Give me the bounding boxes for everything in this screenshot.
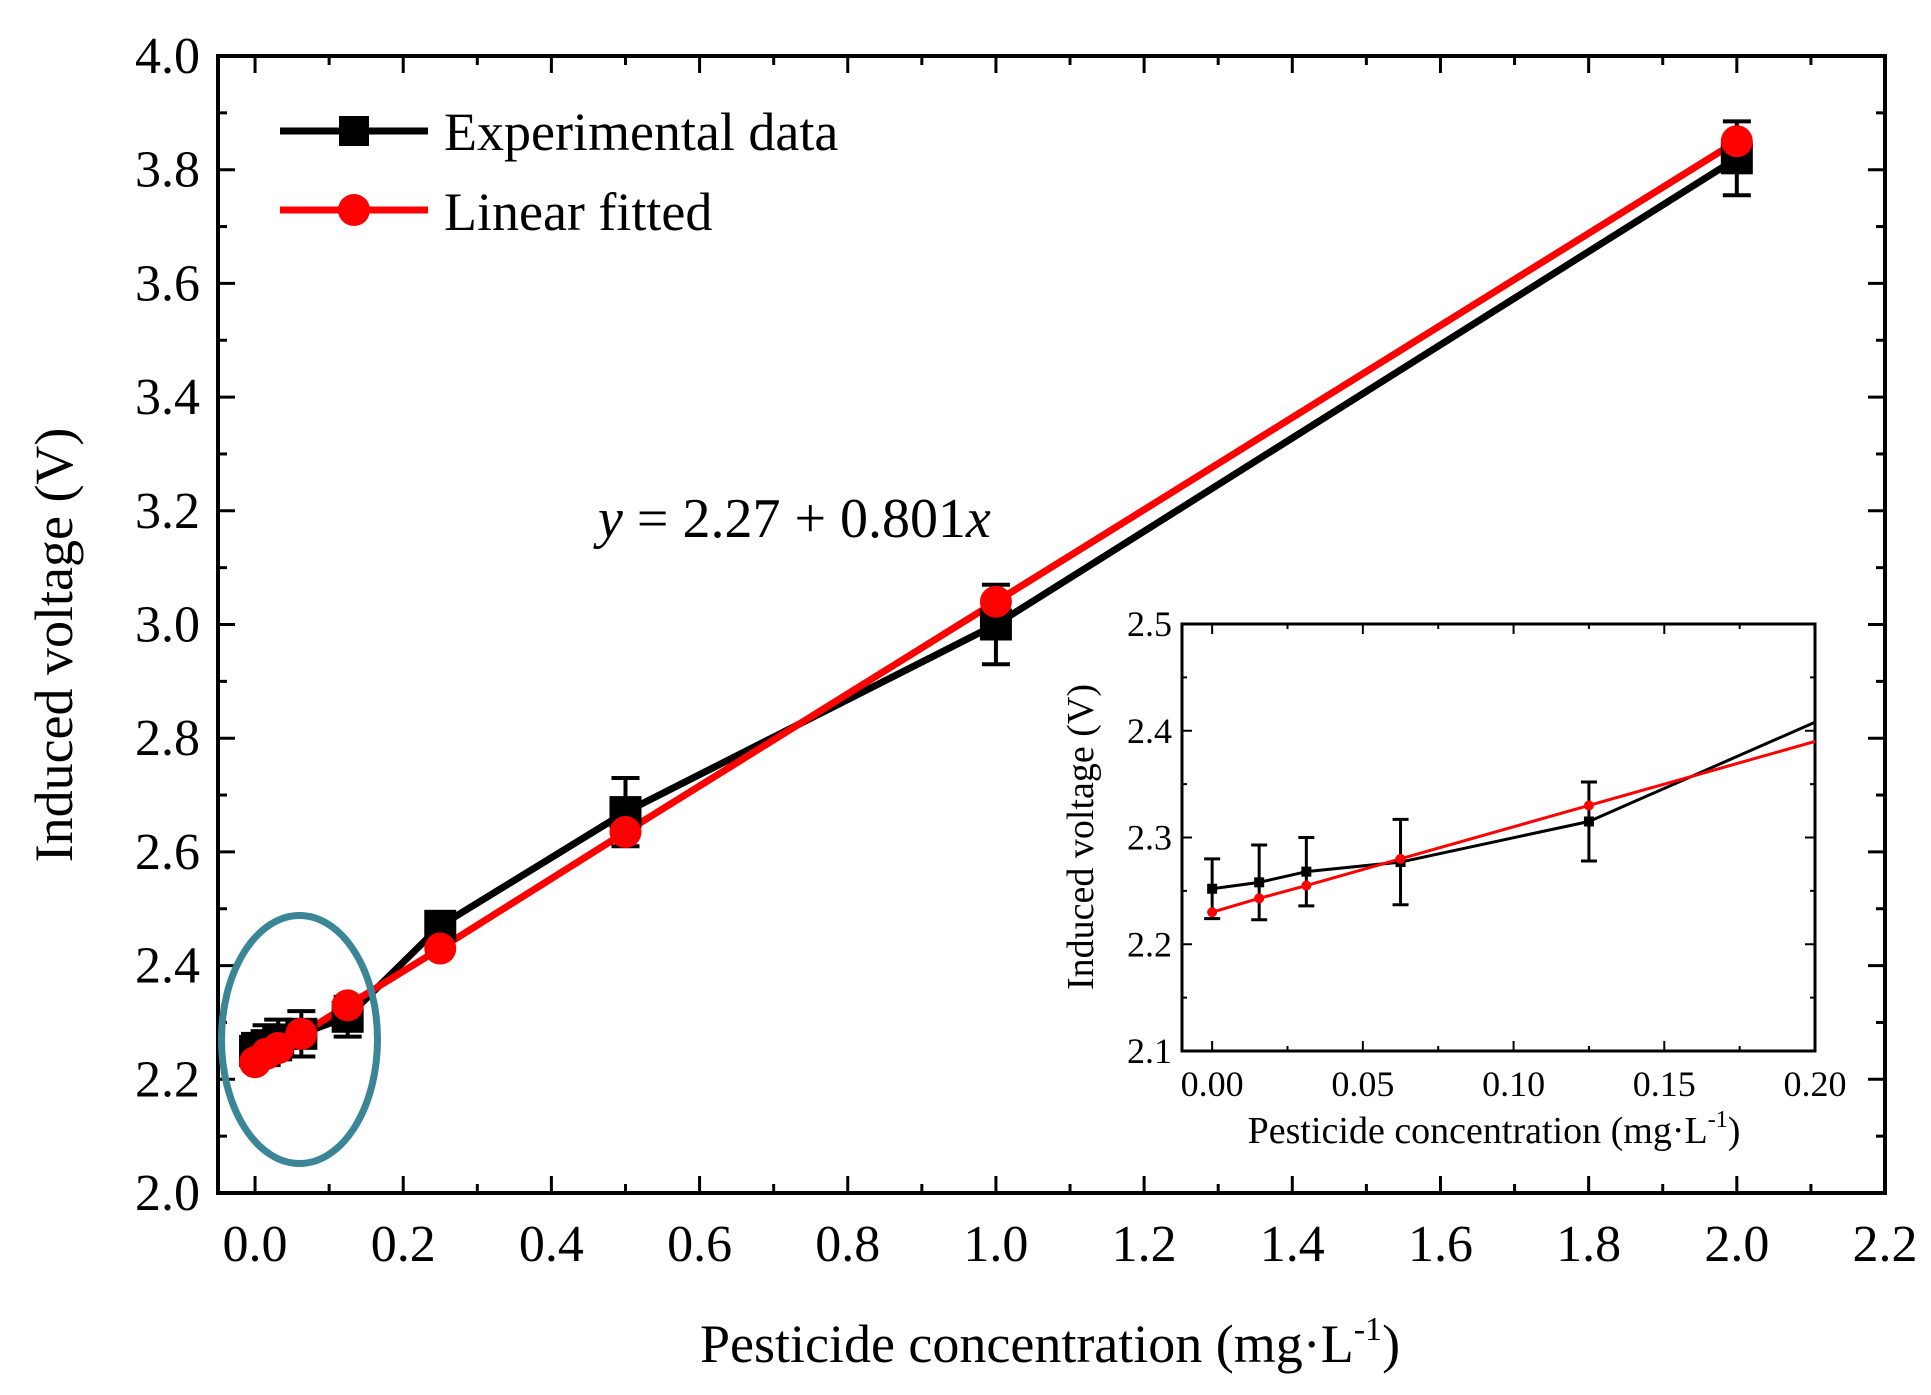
y-tick-label: 4.0 [135, 28, 200, 85]
inset-series-group [1204, 720, 1815, 922]
legend-marker-circle [338, 194, 370, 226]
y-tick-label: 2.4 [1127, 711, 1172, 751]
x-tick-label: 0.2 [371, 1216, 436, 1273]
y-tick-label: 2.5 [1127, 604, 1172, 644]
data-point-circle [1583, 800, 1594, 811]
main-tick-labels: 0.0 0.2 0.4 0.6 0.8 1.0 1.2 1.4 1.6 1.8 2.0 2.2 2.0 2… [135, 28, 1918, 1273]
data-point-square [1583, 816, 1594, 827]
inset-axis-ticks [1182, 623, 1816, 1052]
series-clip-group [1204, 720, 1815, 922]
main-x-axis-title-sup: -1 [1354, 1311, 1382, 1348]
inset-x-axis-title-tail: ) [1728, 1110, 1741, 1152]
inset-background [1182, 624, 1815, 1051]
y-tick-label: 3.8 [135, 142, 200, 199]
inset-x-axis-title: Pesticide concentration (mg·L-1) [1248, 1107, 1741, 1152]
y-tick-label: 3.4 [135, 369, 200, 426]
main-axis-ticks [218, 54, 1887, 1195]
equation-x: x [965, 488, 991, 550]
data-point-circle [331, 989, 364, 1022]
inset-tick-labels: 0.00 0.05 0.10 0.15 0.20 2.1 2.2 2.3 2.4 2.5 [1127, 604, 1847, 1104]
x-tick-label: 0.8 [815, 1216, 880, 1273]
x-tick-label: 0.0 [223, 1216, 288, 1273]
x-tick-label: 1.8 [1556, 1216, 1621, 1273]
series-clip-group [239, 119, 1753, 1079]
data-point-circle [1720, 125, 1753, 158]
y-tick-label: 2.1 [1127, 1031, 1172, 1071]
data-point-circle [609, 816, 642, 849]
x-tick-label: 1.0 [963, 1216, 1028, 1273]
legend-label-experimental: Experimental data [444, 102, 838, 162]
x-tick-label: 1.4 [1260, 1216, 1325, 1273]
x-tick-label: 2.0 [1704, 1216, 1769, 1273]
data-point-circle [979, 585, 1012, 618]
series-line-1 [1211, 739, 1815, 914]
inset-x-axis-title-sup: -1 [1708, 1107, 1728, 1133]
x-tick-label: 0.10 [1482, 1064, 1545, 1104]
y-tick-label: 3.2 [135, 483, 200, 540]
equation-y: y [593, 488, 623, 550]
x-tick-label: 0.05 [1331, 1064, 1394, 1104]
data-point-square [1254, 877, 1265, 888]
legend-label-fitted: Linear fitted [444, 182, 712, 242]
data-point-circle [285, 1017, 318, 1050]
legend-marker-square [339, 116, 369, 146]
data-point-circle [1395, 853, 1406, 864]
x-tick-label: 0.4 [519, 1216, 584, 1273]
x-tick-label: 2.2 [1853, 1216, 1918, 1273]
legend: Experimental data Linear fitted [280, 102, 838, 242]
data-point-circle [1301, 880, 1312, 891]
data-point-circle [424, 932, 457, 965]
y-tick-label: 2.0 [135, 1165, 200, 1222]
x-tick-label: 0.00 [1181, 1064, 1244, 1104]
x-tick-label: 0.6 [667, 1216, 732, 1273]
y-tick-label: 2.3 [1127, 818, 1172, 858]
data-point-circle [1207, 907, 1218, 918]
y-tick-label: 3.6 [135, 255, 200, 312]
x-tick-label: 0.20 [1784, 1064, 1847, 1104]
equation-body: = 2.27 + 0.801 [623, 488, 966, 550]
y-tick-label: 2.4 [135, 938, 200, 995]
y-tick-label: 2.2 [135, 1051, 200, 1108]
x-tick-label: 1.2 [1112, 1216, 1177, 1273]
y-tick-label: 3.0 [135, 597, 200, 654]
main-x-axis-title-text: Pesticide concentration (mg·L [700, 1314, 1354, 1374]
series-line-0 [1211, 720, 1815, 891]
data-point-circle [1254, 893, 1265, 904]
data-point-circle [262, 1032, 295, 1065]
inset-x-axis-title-text: Pesticide concentration (mg·L [1248, 1110, 1708, 1152]
y-tick-label: 2.6 [135, 824, 200, 881]
y-tick-label: 2.2 [1127, 924, 1172, 964]
y-tick-label: 2.8 [135, 710, 200, 767]
main-x-axis-title-tail: ) [1382, 1314, 1400, 1374]
highlight-ellipse [217, 912, 381, 1168]
data-point-square [1207, 883, 1218, 894]
inset-y-axis-title: Induced voltage (V) [1060, 684, 1102, 990]
main-x-axis-title: Pesticide concentration (mg·L-1) [700, 1311, 1400, 1374]
equation-annotation: y = 2.27 + 0.801x [593, 488, 991, 550]
data-point-square [1301, 866, 1312, 877]
x-tick-label: 1.6 [1408, 1216, 1473, 1273]
main-series-group [239, 119, 1753, 1079]
main-y-axis-title: Induced voltage (V) [24, 428, 84, 863]
x-tick-label: 0.15 [1633, 1064, 1696, 1104]
